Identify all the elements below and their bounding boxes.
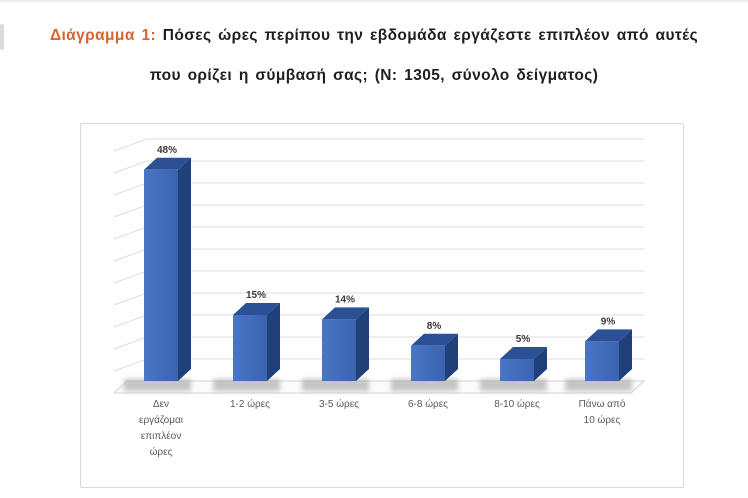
gridline [113,358,644,372]
bar-top-face [500,347,547,359]
gridline [113,138,644,152]
gridline [113,226,644,240]
gridline [113,270,644,284]
bar-shadow [302,379,369,391]
bar-front [500,359,534,381]
bar-front [144,169,178,381]
bar-top-face [411,333,458,346]
category-label: Πάνω από 10 ώρες [579,398,626,426]
gridline [113,292,644,306]
gridline [113,314,644,328]
scan-artifact-top-edge [0,0,748,2]
caption-number-label: Διάγραμμα 1: [49,27,157,44]
bar-data-label: 48% [157,145,177,156]
bar-top-face [322,307,369,320]
gridline [113,248,644,262]
bar-front [233,315,267,381]
category-label: 3-5 ώρες [319,398,359,410]
caption-text-line1: Πόσες ώρες περίπου την εβδομάδα εργάζεστ… [156,27,699,44]
bar-side-face [356,307,369,381]
bar-side-face [267,303,280,381]
chart-caption: Διάγραμμα 1: Πόσες ώρες περίπου την εβδο… [10,16,738,96]
bar-top-face [233,303,280,315]
bar-chart-3d: 48% Δεν εργάζομαι επιπλέον ώρες 15% 1-2 ώρες 14… [112,138,646,458]
category-label: 6-8 ώρες [408,398,448,410]
chart-floor [112,380,646,394]
bar-data-label: 15% [246,290,266,301]
caption-line-1: Διάγραμμα 1: Πόσες ώρες περίπου την εβδο… [10,16,738,56]
bar-side-face [619,329,632,381]
bar-shadow [213,379,280,391]
bar-front [411,345,445,381]
gridline [113,204,644,218]
bar-shadow [480,379,547,391]
bar-top-face [144,157,191,170]
bar-shadow [391,379,458,391]
bar-front [585,341,619,381]
bar-shadow [124,379,191,391]
bar-shadow [565,379,632,391]
bar-top-face [585,329,632,342]
bar-front [322,319,356,381]
bar-data-label: 5% [516,334,531,345]
bar-data-label: 8% [427,321,442,332]
scan-artifact-left-edge [0,24,4,50]
gridline [113,182,644,196]
category-label: 8-10 ώρες [494,398,540,410]
chart-frame: 48% Δεν εργάζομαι επιπλέον ώρες 15% 1-2 ώρες 14… [80,123,684,488]
category-label: Δεν εργάζομαι επιπλέον ώρες [139,399,183,458]
bar-data-label: 14% [335,294,355,305]
bar-side-face [534,347,547,381]
gridline [113,160,644,174]
category-label: 1-2 ώρες [230,398,270,410]
bar-side-face [178,157,191,381]
gridline [113,336,644,350]
caption-text-line2: που ορίζει η σύμβασή σας; (N: 1305, σύνο… [149,67,599,84]
bar-side-face [445,333,458,381]
bar-data-label: 9% [601,316,616,327]
